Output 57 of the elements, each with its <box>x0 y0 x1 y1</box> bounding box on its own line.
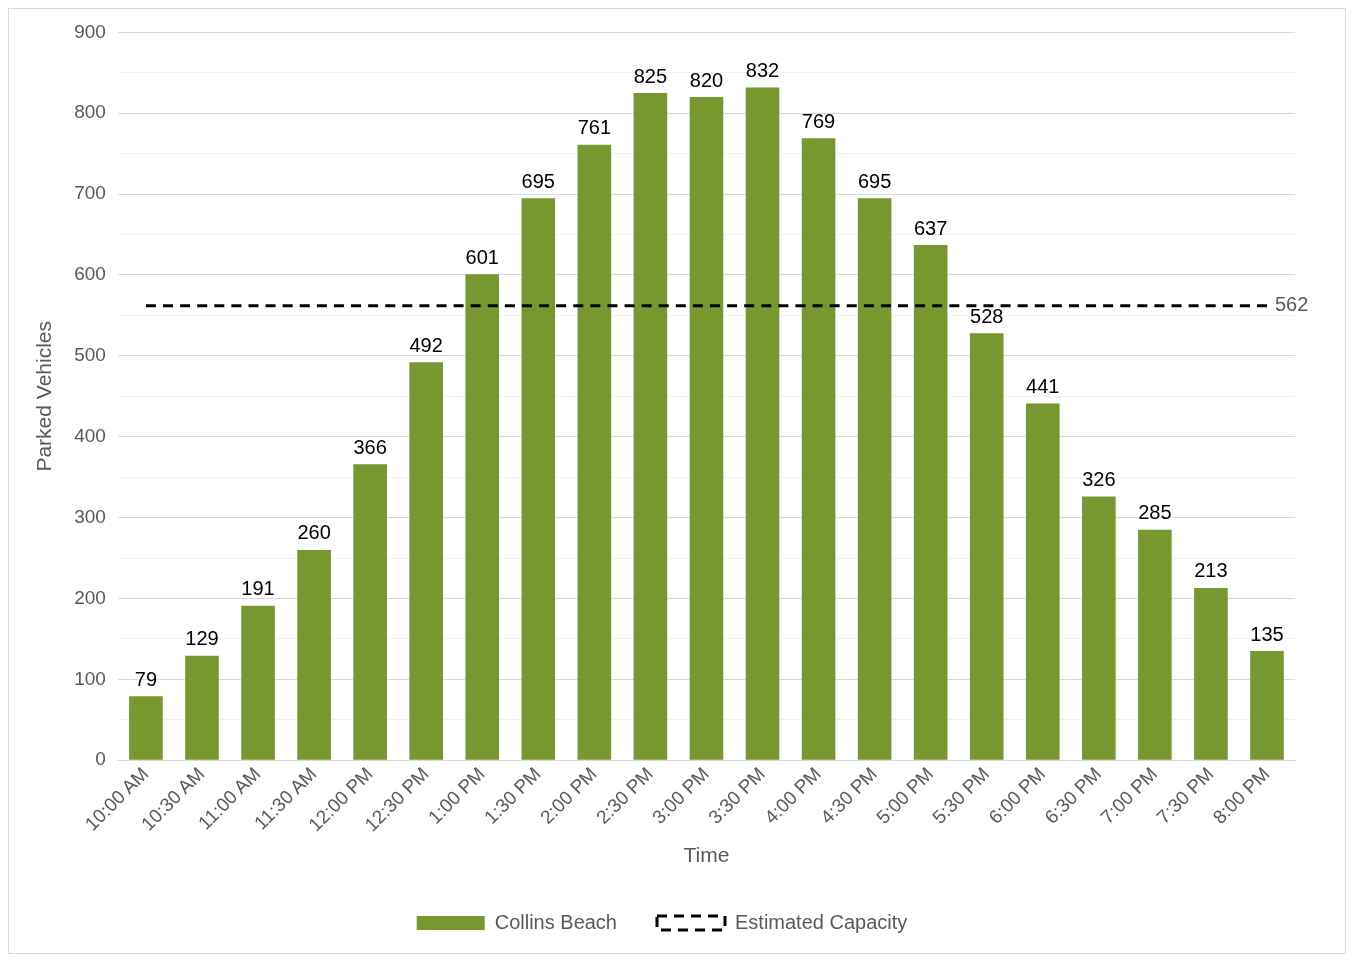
data-label: 832 <box>745 58 780 81</box>
y-tick-label: 400 <box>74 424 106 446</box>
data-label: 260 <box>297 521 331 544</box>
data-label: 191 <box>241 577 275 600</box>
bar <box>521 198 556 760</box>
y-tick-label: 0 <box>95 748 106 770</box>
bar <box>745 87 780 760</box>
bar <box>129 696 163 760</box>
bar <box>969 333 1004 760</box>
y-tick-label: 100 <box>74 667 106 689</box>
data-label: 129 <box>185 627 219 650</box>
y-tick-label: 800 <box>74 101 106 123</box>
y-tick-label: 300 <box>74 505 106 527</box>
y-tick-label: 900 <box>74 20 106 42</box>
data-label: 637 <box>913 216 948 239</box>
bar <box>857 198 892 760</box>
bar <box>1082 496 1116 760</box>
data-label: 326 <box>1082 468 1116 491</box>
y-tick-label: 500 <box>74 344 106 366</box>
bar <box>465 274 500 760</box>
bar <box>801 138 836 760</box>
data-label: 492 <box>409 333 443 356</box>
data-label: 366 <box>353 435 387 458</box>
data-label: 213 <box>1194 559 1228 582</box>
bar <box>633 93 668 760</box>
data-label: 820 <box>689 68 724 91</box>
y-tick-label: 600 <box>74 263 106 285</box>
bar <box>1138 529 1172 760</box>
y-axis-title: Parked Vehicles <box>32 320 56 472</box>
bar <box>353 464 387 760</box>
bar <box>185 655 219 760</box>
data-label: 761 <box>577 116 612 139</box>
bar <box>913 245 948 760</box>
data-label: 441 <box>1026 375 1060 398</box>
data-label: 79 <box>134 667 158 690</box>
data-label: 825 <box>633 64 668 87</box>
bar <box>1250 651 1284 760</box>
data-label: 135 <box>1250 622 1284 645</box>
legend-label: Collins Beach <box>494 910 618 933</box>
y-tick-label: 200 <box>74 586 106 608</box>
data-label: 695 <box>521 169 555 192</box>
bar <box>1194 587 1228 760</box>
data-label: 562 <box>1274 293 1309 316</box>
data-label: 769 <box>801 109 836 132</box>
data-label: 601 <box>465 245 499 268</box>
bar <box>1025 403 1060 760</box>
bar <box>297 549 331 760</box>
data-label: 695 <box>857 169 892 192</box>
bar <box>577 144 612 760</box>
legend-label: Estimated Capacity <box>735 910 908 933</box>
bar <box>409 362 443 760</box>
bar <box>241 605 275 760</box>
data-label: 285 <box>1138 501 1172 524</box>
data-label: 528 <box>970 304 1004 327</box>
y-tick-label: 700 <box>74 182 106 204</box>
bar <box>689 97 724 760</box>
x-axis-title: Time <box>683 843 730 867</box>
